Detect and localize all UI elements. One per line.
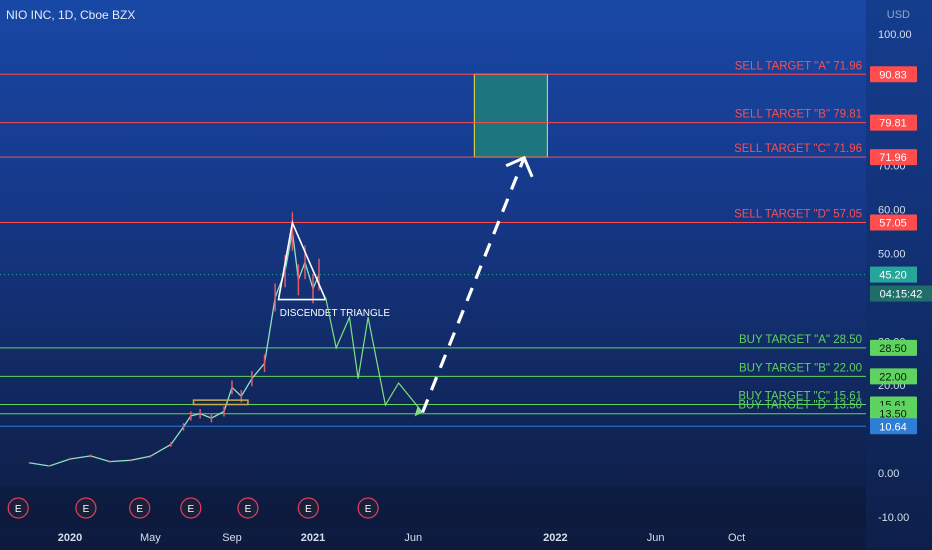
x-tick-label: Sep xyxy=(222,532,242,544)
y-tick-label: 60.00 xyxy=(878,205,906,217)
y-tick-label: 100.00 xyxy=(878,29,912,41)
earnings-marker: E xyxy=(237,497,259,519)
level-label: SELL TARGET "D" 57.05 xyxy=(734,209,862,221)
price-tag: 79.81 xyxy=(870,114,917,131)
earnings-marker: E xyxy=(180,497,202,519)
price-tag-text: 13.50 xyxy=(879,409,907,421)
current-price-text: 45.20 xyxy=(879,270,907,282)
consolidation-box xyxy=(192,399,249,406)
price-tag-text: 90.83 xyxy=(879,69,907,81)
price-tag-text: 71.96 xyxy=(879,152,907,164)
earnings-marker-circle xyxy=(129,497,151,519)
price-tag-bg xyxy=(870,114,917,131)
x-tick-label: 2022 xyxy=(543,532,567,544)
projection-arrowhead xyxy=(414,406,423,417)
x-tick-label: Jun xyxy=(647,532,665,544)
price-tag: 90.83 xyxy=(870,66,917,83)
current-price-tag xyxy=(870,266,917,283)
price-tag-bg xyxy=(870,339,917,356)
earnings-marker-circle xyxy=(180,497,202,519)
earnings-marker-circle xyxy=(297,497,319,519)
earnings-marker-label: E xyxy=(136,504,143,515)
earnings-marker: E xyxy=(297,497,319,519)
price-tag-text: 57.05 xyxy=(879,218,907,230)
earnings-marker: E xyxy=(75,497,97,519)
price-tag: 22.00 xyxy=(870,368,917,385)
price-tag-bg xyxy=(870,418,917,435)
earnings-marker-label: E xyxy=(188,504,195,515)
currency-label: USD xyxy=(886,9,910,21)
earnings-marker: E xyxy=(357,497,379,519)
level-label: BUY TARGET "B" 22.00 xyxy=(739,362,862,374)
earnings-marker-label: E xyxy=(305,504,312,515)
price-tag-bg xyxy=(870,66,917,83)
price-tag-text: 10.64 xyxy=(879,421,907,433)
price-tag: 28.50 xyxy=(870,339,917,356)
earnings-marker-circle xyxy=(357,497,379,519)
y-tick-label: 0.00 xyxy=(878,468,899,480)
level-label: BUY TARGET "A" 28.50 xyxy=(739,334,862,346)
chart-title: NIO INC, 1D, Cboe BZX xyxy=(6,8,136,22)
level-label: BUY TARGET "C" 15.61 xyxy=(738,390,862,402)
countdown-text: 04:15:42 xyxy=(880,289,923,301)
earnings-marker: E xyxy=(7,497,29,519)
price-tag: 71.96 xyxy=(870,149,917,166)
level-label: SELL TARGET "C" 71.96 xyxy=(734,143,862,155)
earnings-marker-label: E xyxy=(83,504,90,515)
earnings-marker-label: E xyxy=(15,504,22,515)
descending-triangle xyxy=(277,220,327,301)
price-tag: 13.50 xyxy=(870,405,917,422)
y-tick-label: -10.00 xyxy=(878,512,909,524)
x-tick-label: Oct xyxy=(728,532,745,544)
target-zone-box xyxy=(473,73,548,158)
price-tag: 57.05 xyxy=(870,214,917,231)
x-tick-label: May xyxy=(140,532,161,544)
earnings-marker-label: E xyxy=(245,504,252,515)
earnings-marker: E xyxy=(129,497,151,519)
price-tag-text: 79.81 xyxy=(879,118,907,130)
level-label: BUY TARGET "D" 13.50 xyxy=(738,400,862,412)
earnings-marker-circle xyxy=(237,497,259,519)
price-tag-bg xyxy=(870,149,917,166)
x-tick-label: 2020 xyxy=(58,532,82,544)
pattern-annotation: DISCENDET TRIANGLE xyxy=(280,308,391,319)
countdown-tag xyxy=(870,285,932,302)
x-tick-label: Jun xyxy=(404,532,422,544)
projection-path xyxy=(325,297,423,413)
y-tick-label: 50.00 xyxy=(878,249,906,261)
price-tag-text: 28.50 xyxy=(879,343,907,355)
price-tag-bg xyxy=(870,214,917,231)
price-series-line xyxy=(29,231,320,467)
level-label: SELL TARGET "B" 79.81 xyxy=(735,109,862,121)
earnings-marker-circle xyxy=(7,497,29,519)
x-tick-label: 2021 xyxy=(301,532,325,544)
breakout-arrow xyxy=(421,157,526,414)
price-tag: 10.64 xyxy=(870,418,917,435)
level-label: SELL TARGET "A" 71.96 xyxy=(735,60,862,72)
price-tag-text: 22.00 xyxy=(879,371,907,383)
price-tag-bg xyxy=(870,368,917,385)
earnings-marker-circle xyxy=(75,497,97,519)
breakout-arrowhead xyxy=(505,155,534,178)
earnings-marker-label: E xyxy=(365,504,372,515)
price-tag-bg xyxy=(870,405,917,422)
